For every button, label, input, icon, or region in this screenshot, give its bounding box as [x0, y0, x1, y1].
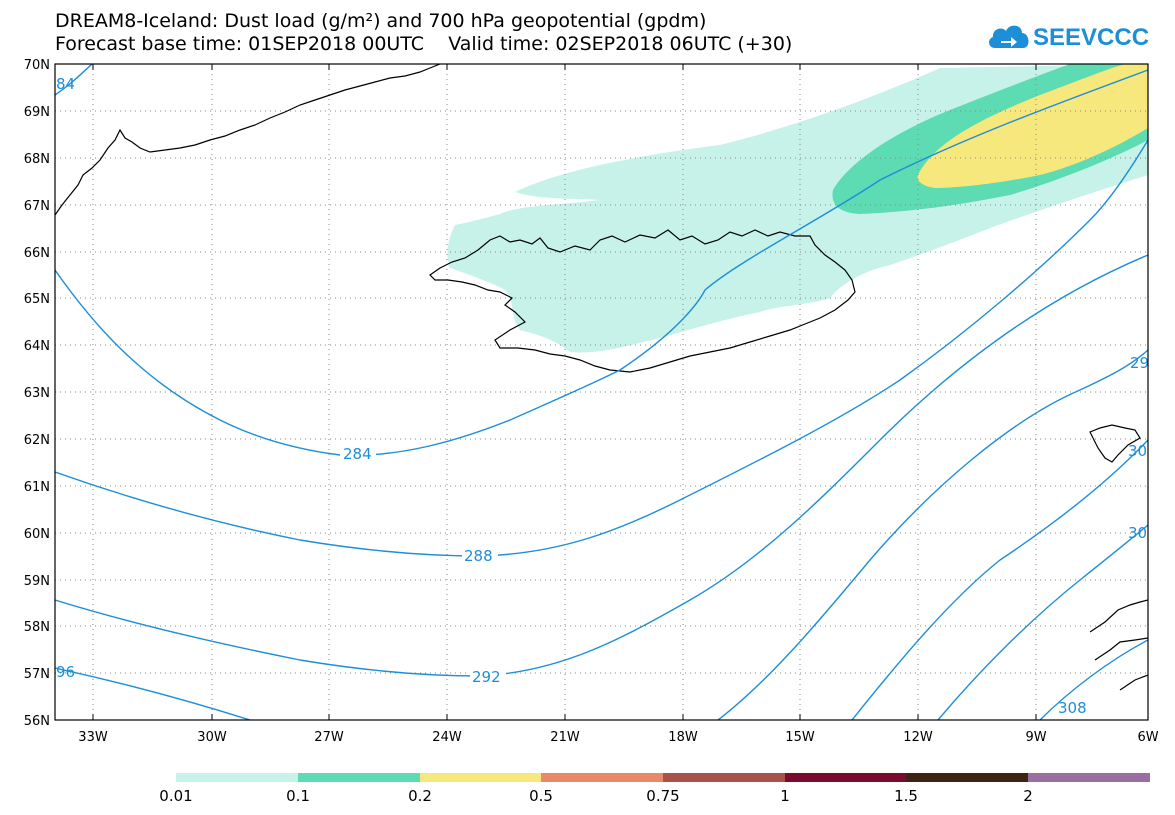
lat-label-58n: 58N — [24, 620, 50, 635]
contour-84-topleft — [55, 64, 93, 96]
lon-axis-labels: 33W 30W 27W 24W 21W 18W 15W 12W 9W 6W — [78, 730, 1158, 745]
lon-label-30w: 30W — [197, 730, 227, 745]
lat-label-69n: 69N — [24, 105, 50, 120]
coastlines — [55, 64, 1148, 691]
contour-288 — [55, 139, 1148, 557]
contour-296 — [55, 667, 251, 720]
colorbar-label-0.5: 0.5 — [529, 787, 553, 805]
lon-label-24w: 24W — [432, 730, 462, 745]
map-subtitle: Forecast base time: 01SEP2018 00UTC Vali… — [55, 33, 793, 55]
dust-area-0.2 — [917, 64, 1148, 188]
contour-308 — [937, 524, 1148, 720]
frame-ticks — [92, 64, 1037, 720]
contour-label-308: 308 — [1058, 699, 1087, 717]
colorbar-label-1.5: 1.5 — [894, 787, 918, 805]
lat-label-62n: 62N — [24, 433, 50, 448]
contour-312 — [1039, 639, 1148, 720]
lon-label-33w: 33W — [78, 730, 108, 745]
colorbar: 0.01 0.1 0.2 0.5 0.75 1 1.5 2 — [159, 773, 1150, 805]
contour-284 — [55, 69, 1148, 457]
colorbar-swatch-7 — [906, 773, 1028, 782]
map-title: DREAM8-Iceland: Dust load (g/m²) and 700… — [55, 10, 707, 32]
lat-label-66n: 66N — [24, 246, 50, 261]
colorbar-swatch-1 — [176, 773, 298, 782]
iceland-coast — [429, 229, 856, 373]
lat-label-57n: 57N — [24, 667, 50, 682]
lat-label-56n: 56N — [24, 714, 50, 729]
colorbar-label-0.75: 0.75 — [646, 787, 679, 805]
contour-label-288: 288 — [464, 547, 493, 565]
greenland-coast — [55, 64, 441, 216]
contour-label-292: 292 — [472, 668, 501, 686]
contour-label-29: 29 — [1130, 354, 1149, 372]
colorbar-label-0.2: 0.2 — [408, 787, 432, 805]
contour-label-96: 96 — [56, 663, 75, 681]
graticule — [55, 64, 1148, 720]
map-frame — [54, 63, 1149, 721]
lon-label-15w: 15W — [785, 730, 815, 745]
colorbar-label-0.01: 0.01 — [159, 787, 192, 805]
colorbar-swatch-6 — [785, 773, 906, 782]
contour-label-30a: 30 — [1128, 442, 1147, 460]
contour-292 — [55, 254, 1148, 677]
contour-label-84: 84 — [56, 75, 75, 93]
lat-label-60n: 60N — [24, 527, 50, 542]
lat-label-65n: 65N — [24, 292, 50, 307]
colorbar-label-1: 1 — [780, 787, 790, 805]
lat-label-59n: 59N — [24, 574, 50, 589]
lat-label-63n: 63N — [24, 386, 50, 401]
dust-layer — [447, 64, 1148, 353]
contour-300 — [717, 349, 1148, 720]
colorbar-swatch-2 — [298, 773, 420, 782]
lat-label-64n: 64N — [24, 339, 50, 354]
seevccc-logo: SEEVCCC — [985, 18, 1165, 58]
lon-label-6w: 6W — [1137, 730, 1158, 745]
lon-label-21w: 21W — [550, 730, 580, 745]
faroe-coast — [1089, 424, 1141, 463]
colorbar-swatch-3 — [420, 773, 541, 782]
contour-labels: 284 288 292 84 96 29 30 30 308 — [56, 75, 1149, 717]
cloud-icon — [989, 25, 1029, 48]
colorbar-label-2: 2 — [1023, 787, 1033, 805]
colorbar-label-0.1: 0.1 — [286, 787, 310, 805]
colorbar-swatch-4 — [541, 773, 663, 782]
contour-label-284: 284 — [343, 445, 372, 463]
colorbar-swatch-5 — [663, 773, 785, 782]
lat-label-70n: 70N — [24, 58, 50, 73]
lat-axis-labels: 70N 69N 68N 67N 66N 65N 64N 63N 62N 61N … — [24, 58, 50, 729]
lon-label-27w: 27W — [314, 730, 344, 745]
logo-text: SEEVCCC — [1033, 24, 1150, 51]
lat-label-61n: 61N — [24, 480, 50, 495]
lon-label-9w: 9W — [1025, 730, 1046, 745]
scotland-coast — [1089, 599, 1148, 691]
geopotential-contours — [55, 64, 1148, 720]
contour-304 — [851, 439, 1148, 720]
lat-label-68n: 68N — [24, 152, 50, 167]
contour-label-30b: 30 — [1128, 524, 1147, 542]
colorbar-swatch-8 — [1028, 773, 1150, 782]
lon-label-12w: 12W — [903, 730, 933, 745]
lat-label-67n: 67N — [24, 199, 50, 214]
lon-label-18w: 18W — [668, 730, 698, 745]
